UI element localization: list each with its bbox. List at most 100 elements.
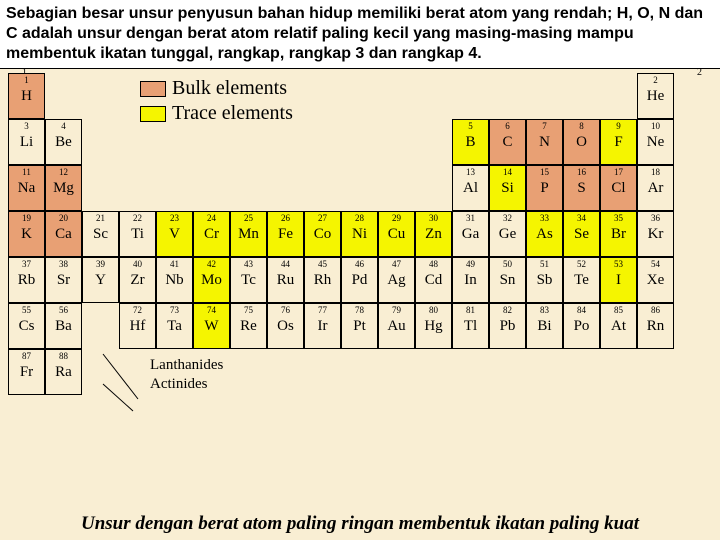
atomic-number: 17 bbox=[614, 168, 623, 177]
empty-cell bbox=[341, 119, 378, 165]
periodic-table: 1H2He3Li4Be5B6C7N8O9F10Ne11Na12Mg13Al14S… bbox=[8, 73, 712, 395]
empty-cell bbox=[341, 73, 378, 119]
atomic-number: 73 bbox=[170, 306, 179, 315]
element-symbol: O bbox=[576, 133, 587, 151]
empty-cell bbox=[489, 73, 526, 119]
element-Re: 75 Re bbox=[230, 303, 267, 349]
empty-cell bbox=[415, 73, 452, 119]
element-Cd: 48Cd bbox=[415, 257, 452, 303]
element-symbol: Ca bbox=[55, 225, 72, 243]
atomic-number: 20 bbox=[59, 214, 68, 223]
element-symbol: Cs bbox=[19, 317, 35, 335]
element-symbol: S bbox=[577, 179, 585, 197]
element-Kr: 36Kr bbox=[637, 211, 674, 257]
empty-cell bbox=[193, 73, 230, 119]
atomic-number: 41 bbox=[170, 260, 179, 269]
element-Nb: 41Nb bbox=[156, 257, 193, 303]
element-Mn: 25Mn bbox=[230, 211, 267, 257]
element-Sr: 38Sr bbox=[45, 257, 82, 303]
element-Cu: 29Cu bbox=[378, 211, 415, 257]
actinides-label: Actinides bbox=[150, 376, 223, 393]
atomic-number: 75 bbox=[244, 306, 253, 315]
empty-cell bbox=[45, 73, 82, 119]
element-Tl: 81Tl bbox=[452, 303, 489, 349]
atomic-number: 28 bbox=[355, 214, 364, 223]
lanthanides-label: Lanthanides bbox=[150, 357, 223, 374]
atomic-number: 13 bbox=[466, 168, 475, 177]
element-As: 33As bbox=[526, 211, 563, 257]
element-Al: 13Al bbox=[452, 165, 489, 211]
lanthanide-arrow bbox=[78, 349, 158, 419]
empty-cell bbox=[230, 349, 267, 395]
empty-cell bbox=[304, 73, 341, 119]
empty-cell bbox=[415, 165, 452, 211]
element-symbol: Te bbox=[574, 271, 589, 289]
empty-cell bbox=[193, 165, 230, 211]
atomic-number: 51 bbox=[540, 260, 549, 269]
atomic-number: 88 bbox=[59, 352, 68, 361]
element-symbol: Re bbox=[240, 317, 257, 335]
empty-cell bbox=[378, 73, 415, 119]
element-Br: 35Br bbox=[600, 211, 637, 257]
element-symbol: Zn bbox=[425, 225, 442, 243]
atomic-number: 26 bbox=[281, 214, 290, 223]
empty-cell bbox=[119, 119, 156, 165]
atomic-number: 45 bbox=[318, 260, 327, 269]
empty-cell bbox=[489, 349, 526, 395]
element-Si: 14Si bbox=[489, 165, 526, 211]
atomic-number: 47 bbox=[392, 260, 401, 269]
element-Cl: 17Cl bbox=[600, 165, 637, 211]
element-Li: 3Li bbox=[8, 119, 45, 165]
empty-cell bbox=[82, 73, 119, 119]
element-symbol: In bbox=[464, 271, 477, 289]
element-symbol: Cd bbox=[425, 271, 443, 289]
element-P: 15 P bbox=[526, 165, 563, 211]
empty-cell bbox=[267, 73, 304, 119]
element-Ru: 44Ru bbox=[267, 257, 304, 303]
element-symbol: As bbox=[536, 225, 553, 243]
element-symbol: W bbox=[204, 317, 218, 335]
element-Mo: 42Mo bbox=[193, 257, 230, 303]
element-symbol: Cu bbox=[388, 225, 406, 243]
empty-cell bbox=[82, 303, 119, 349]
atomic-number: 16 bbox=[577, 168, 586, 177]
atomic-number: 76 bbox=[281, 306, 290, 315]
element-symbol: Br bbox=[611, 225, 626, 243]
element-symbol: P bbox=[540, 179, 548, 197]
element-symbol: Ni bbox=[352, 225, 367, 243]
atomic-number: 40 bbox=[133, 260, 142, 269]
element-Ti: 22Ti bbox=[119, 211, 156, 257]
empty-cell bbox=[82, 119, 119, 165]
element-V: 23V bbox=[156, 211, 193, 257]
period-row-5: 37Rb38Sr39Y40Zr41Nb42Mo43Tc44Ru45Rh46Pd4… bbox=[8, 257, 712, 303]
element-Ag: 47Ag bbox=[378, 257, 415, 303]
element-F: 9F bbox=[600, 119, 637, 165]
empty-cell bbox=[341, 165, 378, 211]
element-B: 5B bbox=[452, 119, 489, 165]
atomic-number: 81 bbox=[466, 306, 475, 315]
empty-cell bbox=[378, 349, 415, 395]
element-Ne: 10Ne bbox=[637, 119, 674, 165]
element-symbol: Sc bbox=[93, 225, 108, 243]
atomic-number: 5 bbox=[468, 122, 473, 131]
atomic-number: 49 bbox=[466, 260, 475, 269]
element-Fe: 26 Fe bbox=[267, 211, 304, 257]
element-symbol: Ge bbox=[499, 225, 517, 243]
element-symbol: Bi bbox=[537, 317, 551, 335]
atomic-number: 79 bbox=[392, 306, 401, 315]
element-Sn: 50Sn bbox=[489, 257, 526, 303]
atomic-number: 72 bbox=[133, 306, 142, 315]
atomic-number: 15 bbox=[540, 168, 549, 177]
atomic-number: 1 bbox=[24, 76, 29, 85]
element-symbol: He bbox=[647, 87, 665, 105]
element-Cs: 55Cs bbox=[8, 303, 45, 349]
atomic-number: 7 bbox=[542, 122, 547, 131]
element-symbol: Li bbox=[20, 133, 33, 151]
atomic-number: 39 bbox=[96, 260, 105, 269]
element-symbol: Fe bbox=[278, 225, 293, 243]
element-symbol: Os bbox=[277, 317, 294, 335]
element-Pb: 82Pb bbox=[489, 303, 526, 349]
empty-cell bbox=[378, 165, 415, 211]
element-Rn: 86Rn bbox=[637, 303, 674, 349]
element-symbol: I bbox=[616, 271, 621, 289]
